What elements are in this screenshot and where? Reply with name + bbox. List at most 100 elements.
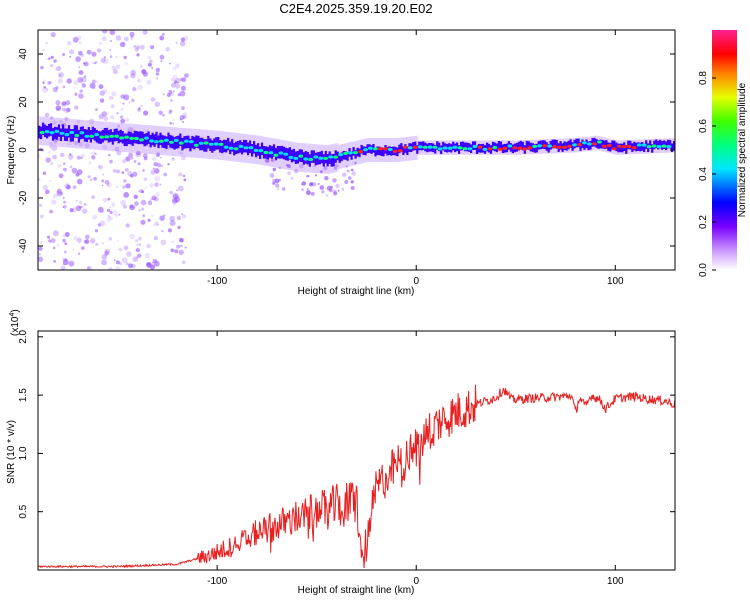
speckle-mark (130, 175, 134, 178)
speckle-mark (54, 68, 57, 71)
speckle-mark (162, 33, 165, 36)
speckle-mark (153, 224, 156, 227)
band-mark (167, 132, 170, 146)
speckle-mark (45, 58, 48, 60)
speckle-mark (69, 165, 73, 169)
speckle-mark (117, 248, 120, 251)
snr-multiplier-close: ) (10, 309, 21, 312)
speckle-mark (173, 203, 176, 206)
speckle-mark (146, 244, 151, 249)
band-core-mark (124, 135, 129, 139)
band-mark (354, 150, 357, 159)
band-core-mark (606, 143, 612, 148)
band-mark (460, 141, 463, 151)
band-mark (531, 143, 534, 152)
speckle-mark (66, 107, 71, 113)
band-mark (525, 140, 528, 150)
speckle-mark (80, 205, 83, 209)
band-mark (205, 139, 208, 152)
band-core-mark (223, 145, 229, 149)
tail-mark (307, 175, 310, 178)
band-mark (627, 140, 630, 150)
band-mark (193, 136, 196, 150)
speckle-mark (49, 145, 52, 149)
speckle-mark (179, 90, 186, 97)
band-mark (71, 129, 74, 142)
speckle-mark (128, 101, 131, 103)
band-mark (633, 141, 636, 151)
speckle-mark (62, 162, 66, 165)
speckle-mark (86, 266, 90, 269)
tail-mark (319, 185, 325, 190)
speckle-mark (55, 86, 59, 90)
band-core-mark (597, 140, 602, 144)
speckle-mark (147, 218, 151, 222)
speckle-mark (171, 77, 175, 82)
speckle-mark (72, 185, 77, 190)
band-mark (553, 139, 556, 149)
speckle-mark (119, 41, 126, 48)
speckle-mark (107, 214, 111, 218)
band-core-mark (631, 146, 637, 150)
speckle-mark (49, 209, 53, 214)
band-mark (555, 140, 558, 149)
speckle-mark (127, 126, 134, 133)
band-mark (475, 145, 479, 154)
band-mark (671, 143, 674, 152)
speckle-mark (106, 208, 111, 212)
band-mark (257, 143, 260, 156)
tail-mark (274, 178, 280, 184)
speckle-mark (124, 62, 128, 66)
speckle-mark (125, 168, 129, 172)
speckle-mark (136, 243, 140, 247)
speckle-mark (169, 62, 172, 65)
band-core-mark (641, 143, 647, 147)
snr-frame (37, 330, 676, 571)
tail-mark (281, 187, 286, 191)
speckle-mark (182, 214, 187, 219)
speckle-mark (123, 55, 127, 60)
speckle-mark (153, 162, 158, 167)
band-core-mark (447, 146, 453, 150)
speckle-mark (52, 193, 58, 199)
speckle-mark (162, 93, 165, 96)
speckle-mark (170, 157, 175, 162)
speckle-mark (180, 151, 184, 155)
speckle-mark (79, 93, 85, 100)
speckle-mark (68, 49, 75, 55)
speckle-mark (83, 203, 87, 206)
band-core-mark (482, 147, 488, 151)
band-mark (621, 143, 624, 153)
band-mark (344, 151, 347, 160)
spectrogram-panel: -100 0 100 -40 -20 0 20 40 Height of straight … (6, 29, 676, 297)
band-mark (259, 146, 262, 159)
band-core-mark (198, 141, 204, 145)
colorbar-tick-label: 0.6 (698, 119, 709, 133)
band-core-mark (437, 147, 443, 151)
band-mark (207, 135, 210, 149)
band-mark (340, 152, 343, 162)
band-core-mark (178, 141, 184, 145)
band-core-mark (467, 147, 473, 151)
band-mark (583, 141, 586, 150)
band-mark (73, 125, 76, 138)
band-core-mark (582, 141, 587, 145)
speckle-mark (132, 87, 137, 92)
speckle-mark (114, 146, 120, 152)
speckle-mark (40, 214, 44, 219)
speckle-mark (166, 93, 171, 97)
band-core-mark (243, 146, 249, 150)
band-core-mark (263, 150, 269, 155)
tail-mark (270, 158, 274, 162)
tail-mark (335, 183, 340, 189)
speckle-mark (139, 243, 142, 246)
speckle-mark (42, 184, 48, 191)
speckle-mark (51, 144, 58, 151)
speckle-mark (109, 49, 112, 51)
band-mark (402, 146, 405, 155)
tail-mark (344, 180, 349, 184)
band-mark (53, 126, 57, 140)
tail-mark (275, 183, 280, 188)
speckle-mark (181, 120, 185, 124)
band-mark (141, 131, 144, 145)
